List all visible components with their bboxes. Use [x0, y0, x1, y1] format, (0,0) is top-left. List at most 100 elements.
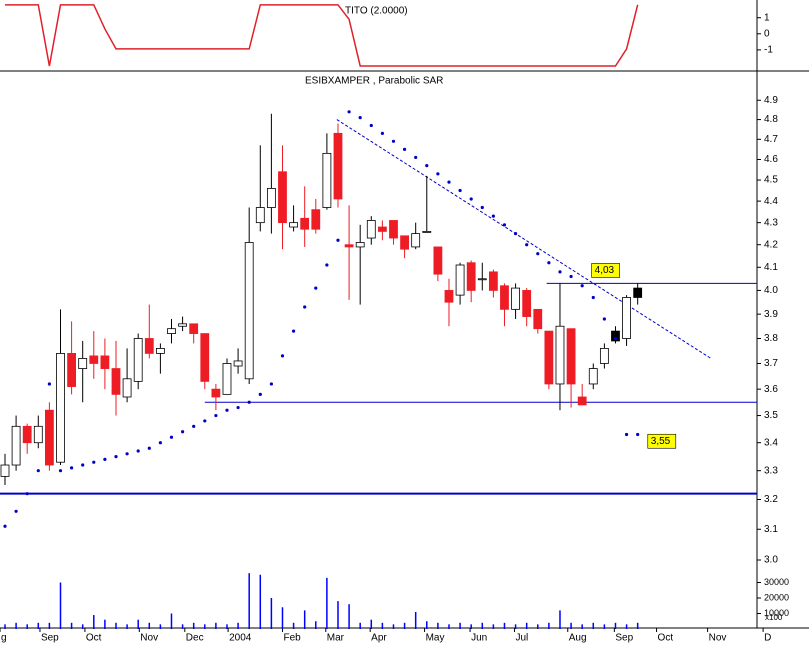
level-label: 4,03 — [595, 265, 615, 276]
sar-dot — [236, 405, 240, 410]
volume-bar — [326, 577, 328, 629]
x-tick-label: Aug — [569, 633, 587, 644]
candle-body — [466, 262, 476, 291]
x-tick-label: Nov — [140, 633, 158, 644]
volume-bar — [348, 604, 350, 629]
sar-dot — [103, 457, 107, 461]
volume-bar — [148, 622, 151, 629]
sar-dot — [314, 286, 318, 290]
candle-body — [167, 328, 176, 334]
candle-body — [377, 226, 387, 232]
volume-bar — [426, 621, 428, 629]
volume-bar — [603, 624, 606, 629]
y-tick-label: 4.5 — [764, 175, 778, 186]
y-tick-label: -1 — [764, 45, 773, 56]
candle-body — [366, 220, 376, 239]
candle-body — [111, 368, 121, 395]
candle-body — [522, 290, 532, 317]
volume-bar — [381, 622, 384, 629]
sar-dot — [81, 463, 85, 467]
sar-dot — [369, 123, 373, 128]
volume-bar — [48, 622, 51, 629]
sar-dot — [513, 232, 518, 236]
y-tick-label: 4.1 — [764, 262, 778, 273]
candle-body — [355, 242, 365, 248]
sar-dot — [14, 509, 18, 513]
volume-bar — [70, 622, 73, 629]
volume-bar — [548, 622, 550, 629]
sar-dot — [414, 155, 418, 160]
x-tick-label: g — [1, 633, 7, 644]
candle-body — [611, 330, 620, 342]
volume-unit: x100 — [765, 613, 783, 622]
candle-body — [33, 425, 43, 444]
sar-dot — [114, 454, 118, 459]
volume-bar — [4, 624, 6, 629]
candle-body — [400, 235, 409, 250]
sar-dot — [158, 441, 162, 445]
sar-dot — [458, 188, 462, 193]
y-tick-label: 3.7 — [764, 358, 778, 369]
sar-dot — [36, 469, 40, 473]
y-tick-label: 3.1 — [764, 524, 778, 535]
y-tick-label: 3.2 — [764, 494, 778, 505]
sar-dot — [136, 449, 140, 453]
volume-bar — [392, 624, 395, 629]
volume-bar — [525, 622, 528, 629]
sar-dot — [447, 180, 451, 184]
volume-bar — [570, 622, 572, 629]
sar-dot — [258, 392, 262, 396]
y-tick-label: 3.5 — [764, 410, 778, 421]
volume-bar — [625, 624, 628, 629]
candle-body — [333, 132, 343, 200]
y-tick-label: 3.3 — [764, 465, 778, 476]
y-tick-label: 10000 — [764, 608, 789, 618]
candle-body — [322, 152, 332, 208]
candle-body — [300, 217, 310, 230]
volume-bar — [303, 610, 306, 629]
sar-dot — [469, 197, 473, 201]
volume-bar — [115, 622, 117, 629]
sar-dot — [269, 382, 273, 386]
candle-body — [200, 333, 210, 382]
sar-dot — [591, 295, 595, 300]
x-tick-label: Apr — [371, 633, 387, 644]
y-tick-label: 3.0 — [764, 555, 778, 566]
volume-bar — [614, 622, 617, 629]
x-tick-label: Jun — [471, 633, 487, 644]
volume-bar — [237, 622, 239, 629]
y-tick-label: 3.4 — [764, 437, 778, 448]
x-tick-label: D — [764, 633, 771, 644]
candle-body — [89, 355, 99, 364]
candle-body — [255, 207, 265, 224]
trend-line — [336, 119, 712, 359]
candle-body — [178, 323, 187, 327]
x-tick-label: Jul — [515, 633, 528, 644]
candle-body — [155, 348, 165, 354]
sar-dot — [425, 163, 429, 168]
sar-dot — [169, 435, 174, 439]
y-tick-label: 4.3 — [764, 217, 778, 228]
candle-body — [44, 409, 54, 466]
candle-body — [622, 297, 631, 339]
sar-dot — [636, 432, 640, 437]
candle-body — [122, 378, 132, 398]
candle-body — [67, 353, 76, 387]
volume-bar — [248, 573, 250, 629]
candle-body — [278, 171, 287, 224]
sar-dot — [402, 147, 407, 151]
level-label-box — [591, 263, 620, 278]
candle-body — [555, 325, 565, 385]
level-label-box — [647, 433, 677, 449]
volume-bar — [292, 622, 295, 629]
volume-bar — [170, 613, 173, 629]
y-tick-label: 4.8 — [764, 114, 778, 125]
y-tick-label: 4.7 — [764, 134, 778, 145]
sar-dot — [125, 452, 129, 456]
candle-body — [500, 285, 509, 310]
volume-bar — [481, 622, 484, 629]
candle-body — [544, 330, 554, 385]
candle-body — [233, 360, 243, 367]
volume-bar — [15, 622, 17, 629]
sar-dot — [347, 110, 351, 114]
